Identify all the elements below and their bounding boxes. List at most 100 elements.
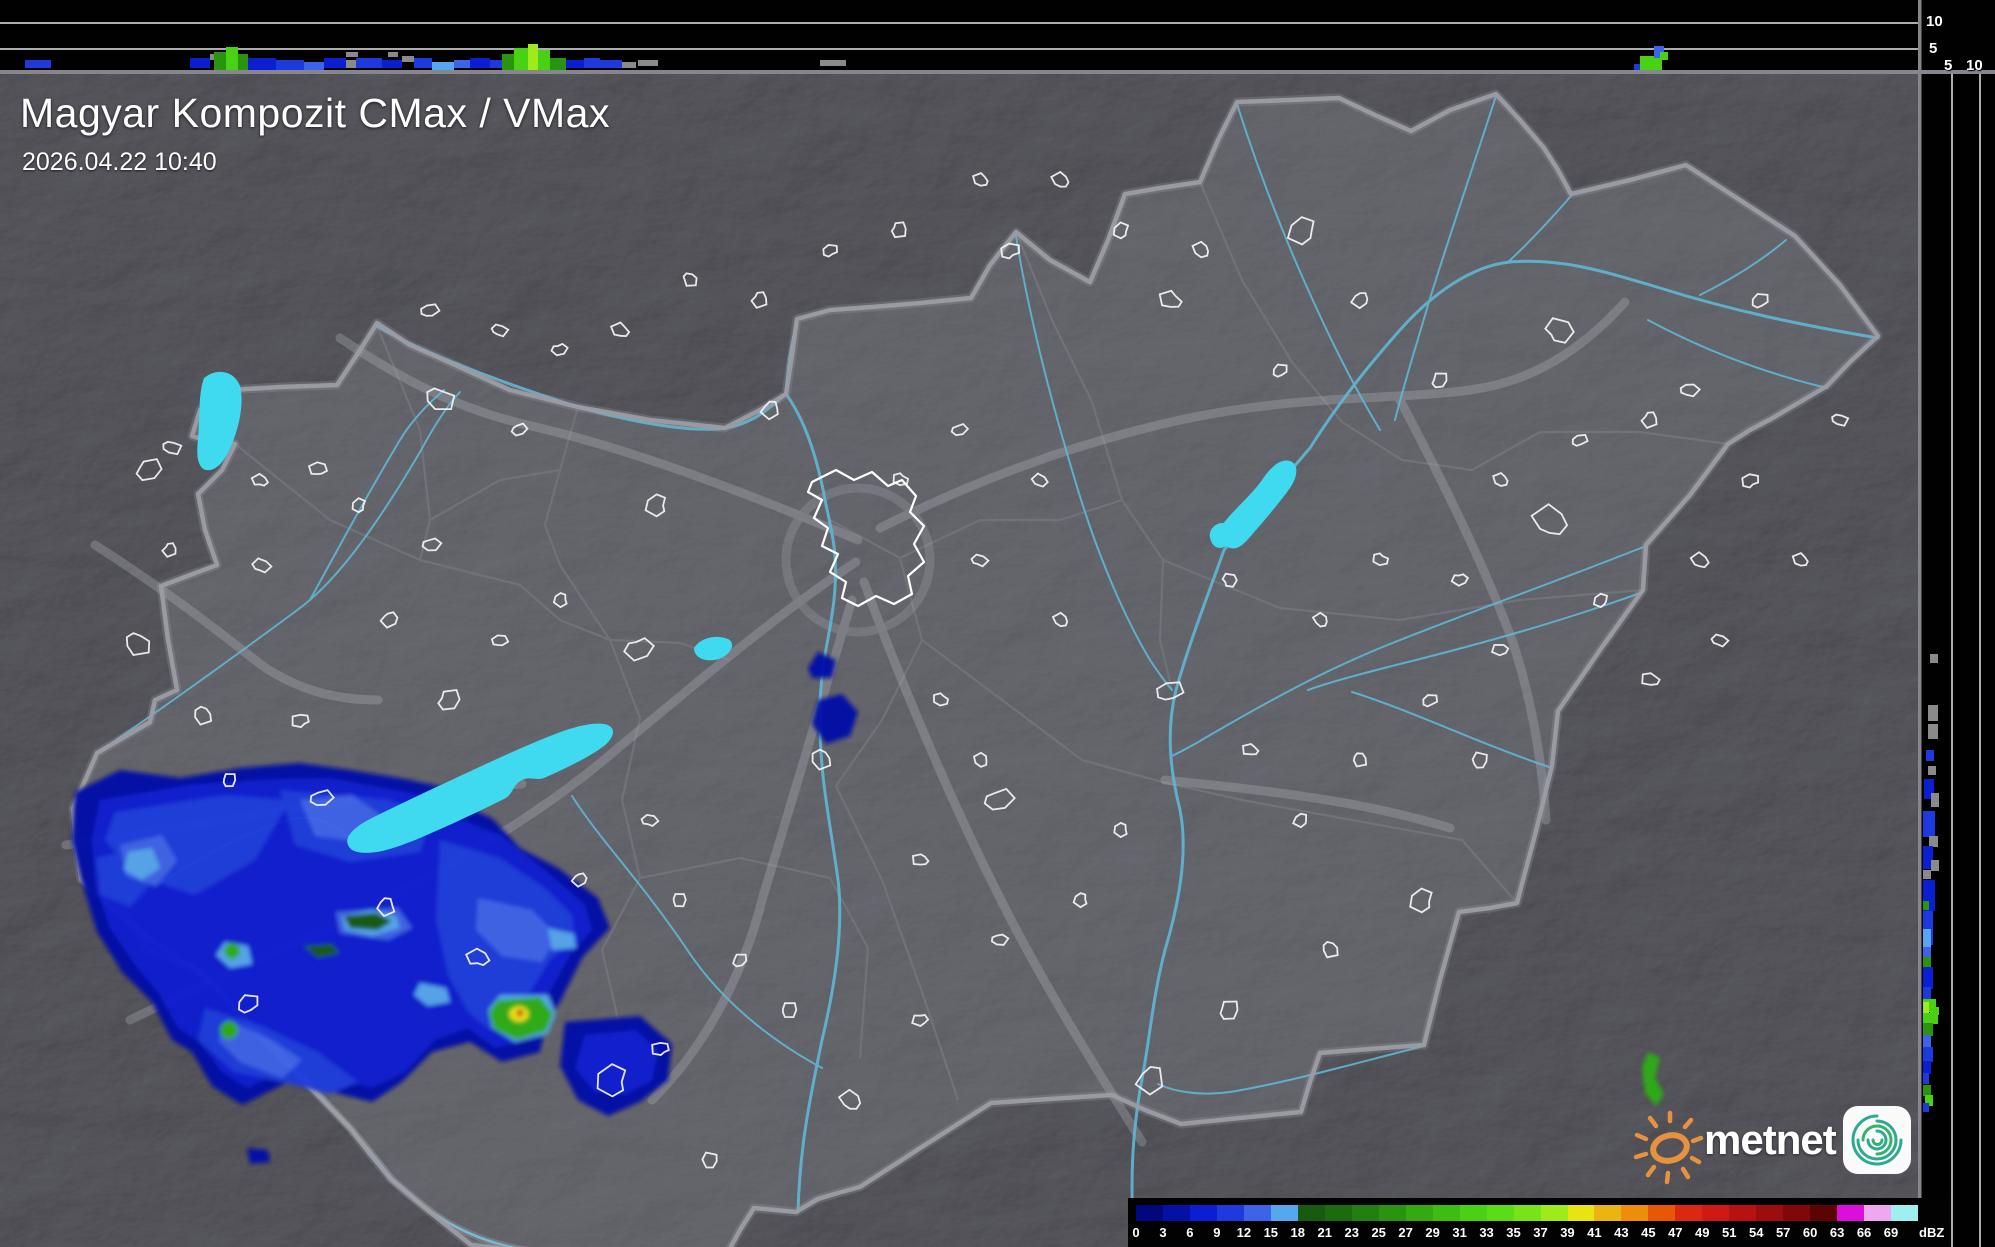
legend-color-segment	[1756, 1205, 1784, 1221]
profile-echo-pixel	[1923, 846, 1933, 869]
town-outline	[1710, 633, 1730, 648]
legend-color-segment	[1189, 1205, 1217, 1221]
town-outline	[890, 221, 907, 239]
town-outline	[1072, 892, 1088, 909]
profile-echo-pixel	[1923, 901, 1929, 910]
town-outline	[1641, 672, 1661, 686]
metnet-logo: metnet	[1630, 1095, 1920, 1195]
top-strip-axis-label-10km: 10	[1926, 13, 1943, 30]
town-outline	[682, 272, 698, 287]
legend-color-segment	[1675, 1205, 1703, 1221]
legend-color-segment	[1432, 1205, 1460, 1221]
profile-echo-pixel	[388, 52, 398, 57]
town-outline	[990, 933, 1010, 946]
legend-tick-label: 35	[1506, 1225, 1521, 1240]
town-outline	[1544, 317, 1575, 344]
town-outline	[1431, 372, 1448, 389]
legend-tick-label: 49	[1695, 1225, 1710, 1240]
town-outline	[781, 1002, 798, 1019]
profile-echo-pixel	[432, 62, 454, 70]
legend-color-segment	[1783, 1205, 1811, 1221]
town-outline	[1113, 821, 1128, 839]
town-outline	[307, 461, 329, 476]
legend-tick-label: 25	[1371, 1225, 1386, 1240]
profile-echo-pixel	[1923, 1103, 1929, 1112]
town-outline	[291, 713, 310, 729]
hungary-border	[68, 89, 1883, 1247]
top-strip-axis-label-5km: 5	[1929, 40, 1938, 57]
town-outline	[1191, 240, 1210, 259]
legend-color-segment	[1324, 1205, 1352, 1221]
legend-tick-label: 47	[1668, 1225, 1683, 1240]
legend-tick-label: 6	[1186, 1225, 1194, 1240]
profile-echo-pixel	[1926, 750, 1934, 761]
profile-echo-pixel	[1931, 860, 1939, 871]
profile-echo-pixel	[1923, 1073, 1929, 1084]
town-outline	[490, 634, 510, 647]
town-outline	[490, 323, 510, 338]
town-outline	[552, 591, 568, 609]
top-profile-strip	[0, 0, 1995, 73]
town-outline	[609, 321, 631, 338]
town-outline	[640, 813, 660, 828]
town-outline	[1221, 572, 1238, 588]
town-outline	[651, 1041, 670, 1056]
legend-tick-label: 27	[1398, 1225, 1413, 1240]
town-outline	[309, 789, 335, 807]
legend-tick-label: 29	[1425, 1225, 1440, 1240]
profile-echo-pixel	[1923, 1085, 1931, 1096]
legend-color-segment	[1243, 1205, 1271, 1221]
logo-text: metnet	[1704, 1116, 1837, 1163]
town-outline	[250, 472, 270, 487]
sun-icon	[1633, 1110, 1704, 1185]
town-outline	[550, 342, 569, 357]
town-outline	[644, 493, 667, 518]
legend-color-segment	[1864, 1205, 1892, 1221]
legend-tick-label: 63	[1829, 1225, 1845, 1240]
legend-color-segment	[1270, 1205, 1298, 1221]
town-outline	[1791, 552, 1809, 567]
legend-color-segment	[1513, 1205, 1541, 1221]
dbz-color-scale-legend: 0 3 6 9 12 15 18 21 23 25 27 29 31 33 35 37 39 41 43 45 47 49…	[1128, 1198, 1948, 1247]
town-outline	[1490, 643, 1510, 657]
town-outline	[970, 553, 990, 568]
legend-tick-label: 41	[1587, 1225, 1602, 1240]
town-outline	[161, 542, 177, 558]
legend-color-segment	[1567, 1205, 1595, 1221]
town-outline	[596, 1063, 627, 1098]
motorway-lines	[61, 297, 1630, 1147]
profile-echo-pixel	[550, 58, 566, 70]
town-outline	[1831, 413, 1850, 427]
town-outline	[759, 400, 779, 421]
profile-echo-pixel	[584, 58, 600, 68]
profile-echo-pixel	[1931, 793, 1939, 807]
town-outline	[1409, 887, 1433, 914]
profile-echo-pixel	[528, 44, 538, 70]
precipitation-echoes	[72, 652, 1664, 1164]
legend-tick-label: 18	[1290, 1225, 1306, 1240]
profile-echo-pixel	[1923, 1061, 1931, 1074]
profile-echo-pixel	[514, 48, 528, 70]
legend-color-segment	[1837, 1205, 1865, 1221]
profile-echo-pixel	[1923, 947, 1931, 959]
profile-echo-pixel	[1923, 1047, 1933, 1062]
legend-tick-label: 66	[1856, 1225, 1872, 1240]
profile-echo-pixel	[214, 52, 226, 70]
town-outline	[1571, 433, 1589, 447]
profile-echo-pixel	[346, 52, 358, 57]
profile-echo-pixel	[1634, 64, 1642, 72]
town-outline	[1372, 552, 1390, 567]
danube-river	[375, 324, 842, 1214]
legend-color-segment	[1540, 1205, 1568, 1221]
legend-color-segment	[1378, 1205, 1406, 1221]
profile-echo-pixel	[470, 58, 490, 68]
legend-tick-label: 39	[1560, 1225, 1575, 1240]
profile-echo-pixel	[538, 50, 550, 70]
profile-echo-pixel	[1930, 1007, 1939, 1015]
profile-echo-pixel	[248, 58, 276, 70]
legend-tick-label: 33	[1479, 1225, 1494, 1240]
town-outline	[732, 953, 748, 968]
profile-echo-pixel	[382, 60, 402, 68]
town-outline	[811, 748, 832, 771]
town-outline	[251, 557, 273, 574]
